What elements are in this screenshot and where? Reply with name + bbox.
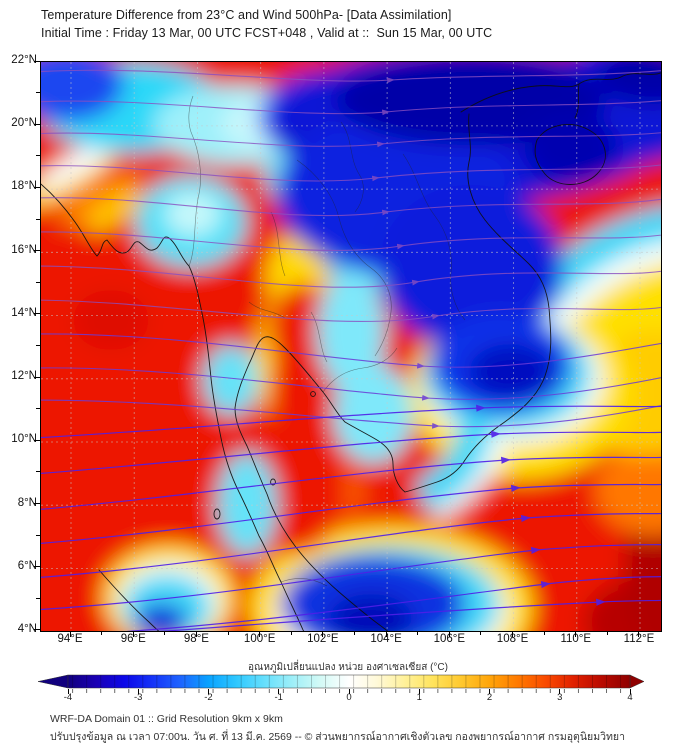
lat-minor-tick: [36, 597, 40, 599]
colorbar-left-arrow: [37, 674, 69, 689]
colorbar-tick-label: 3: [557, 692, 563, 703]
lat-minor-tick: [36, 155, 40, 157]
lon-minor-tick: [164, 631, 166, 635]
colorbar-tick-label: 2: [486, 692, 493, 703]
weather-map-canvas: [41, 62, 661, 631]
lat-axis-label: 12°N: [11, 370, 37, 383]
colorbar-major-tick: [489, 689, 490, 694]
lon-major-tick: [385, 631, 387, 637]
lat-major-tick: [34, 60, 40, 62]
lon-axis-label: 94°E: [57, 633, 83, 645]
lon-major-tick: [322, 631, 324, 637]
lat-major-tick: [34, 376, 40, 378]
coastlines: [41, 72, 661, 631]
lon-minor-tick: [417, 631, 419, 635]
lon-minor-tick: [101, 631, 103, 635]
lat-major-tick: [34, 439, 40, 441]
lat-axis-label: 22°N: [11, 54, 37, 66]
lon-axis-label: 106°E: [433, 633, 466, 645]
lat-axis-label: 18°N: [11, 180, 37, 193]
lon-major-tick: [259, 631, 261, 637]
colorbar-major-tick: [208, 689, 209, 694]
lat-minor-tick: [36, 218, 40, 220]
lon-major-tick: [448, 631, 450, 637]
lat-major-tick: [34, 566, 40, 568]
lon-major-tick: [69, 631, 71, 637]
lon-axis-label: 104°E: [370, 633, 402, 645]
lon-minor-tick: [606, 631, 608, 635]
lat-axis-label: 8°N: [17, 496, 37, 509]
lat-minor-tick: [36, 92, 40, 94]
lat-axis-label: 16°N: [11, 243, 37, 256]
lon-axis-label: 96°E: [120, 633, 146, 645]
lat-minor-tick: [36, 408, 40, 410]
map-frame: [40, 61, 662, 632]
lon-axis-label: 102°E: [307, 633, 339, 645]
colorbar-major-tick: [348, 689, 350, 694]
lon-major-tick: [512, 631, 514, 637]
lat-minor-tick: [36, 471, 40, 473]
lat-major-tick: [34, 503, 40, 505]
lon-axis-label: 108°E: [496, 633, 529, 645]
lon-minor-tick: [480, 631, 482, 635]
colorbar-tick-label: -1: [274, 692, 283, 703]
lon-major-tick: [195, 631, 197, 637]
lon-minor-tick: [290, 631, 292, 635]
lon-axis-label: 100°E: [243, 633, 276, 645]
lon-major-tick: [638, 631, 640, 637]
lat-axis-label: 14°N: [11, 306, 37, 319]
lon-axis-label: 110°E: [560, 633, 592, 645]
lon-minor-tick: [353, 631, 355, 635]
colorbar-major-tick: [629, 689, 631, 694]
colorbar-major-tick: [418, 689, 420, 694]
lat-major-tick: [34, 313, 40, 315]
footer-domain-info: WRF-DA Domain 01 :: Grid Resolution 9km …: [50, 713, 283, 725]
colorbar-right-arrow: [629, 674, 645, 689]
lat-axis-label: 10°N: [11, 433, 37, 446]
lat-minor-tick: [36, 534, 40, 536]
lon-major-tick: [575, 631, 577, 637]
colorbar-tick-label: -3: [134, 692, 143, 703]
lat-major-tick: [34, 629, 40, 631]
footer-update-attribution: ปรับปรุงข้อมูล ณ เวลา 07:00น. วัน ศ. ที่…: [50, 731, 625, 743]
lon-axis-label: 112°E: [623, 633, 655, 645]
lat-major-tick: [34, 186, 40, 188]
colorbar-major-tick: [67, 689, 69, 694]
lon-major-tick: [132, 631, 134, 637]
lat-minor-tick: [36, 344, 40, 346]
colorbar-tick-label: 0: [346, 692, 352, 703]
wind-streamlines: [41, 69, 661, 631]
colorbar-tick-label: -4: [63, 692, 73, 703]
subtitle-init-valid-time: Initial Time : Friday 13 Mar, 00 UTC FCS…: [41, 26, 493, 40]
lon-minor-tick: [227, 631, 229, 635]
lat-minor-tick: [36, 281, 40, 283]
graticule-gridlines: [41, 62, 661, 631]
lat-axis-label: 6°N: [17, 559, 37, 572]
lat-axis-label: 20°N: [11, 117, 37, 130]
colorbar-tick-label: 1: [416, 692, 422, 703]
admin-borders: [188, 95, 466, 587]
colorbar-tick-label: -2: [204, 692, 213, 703]
colorbar-tick-label: 4: [627, 692, 633, 703]
lon-axis-label: 98°E: [183, 633, 209, 645]
colorbar-major-tick: [559, 689, 561, 694]
colorbar-major-tick: [278, 689, 280, 694]
lat-major-tick: [34, 123, 40, 125]
lat-axis-label: 4°N: [17, 622, 37, 635]
colorbar-title: อุณหภูมิเปลี่ยนแปลง หน่วย องศาเซลเซียส (…: [248, 662, 448, 673]
page-title: Temperature Difference from 23°C and Win…: [41, 8, 452, 22]
lat-major-tick: [34, 250, 40, 252]
lon-minor-tick: [543, 631, 545, 635]
colorbar-major-tick: [137, 689, 139, 694]
